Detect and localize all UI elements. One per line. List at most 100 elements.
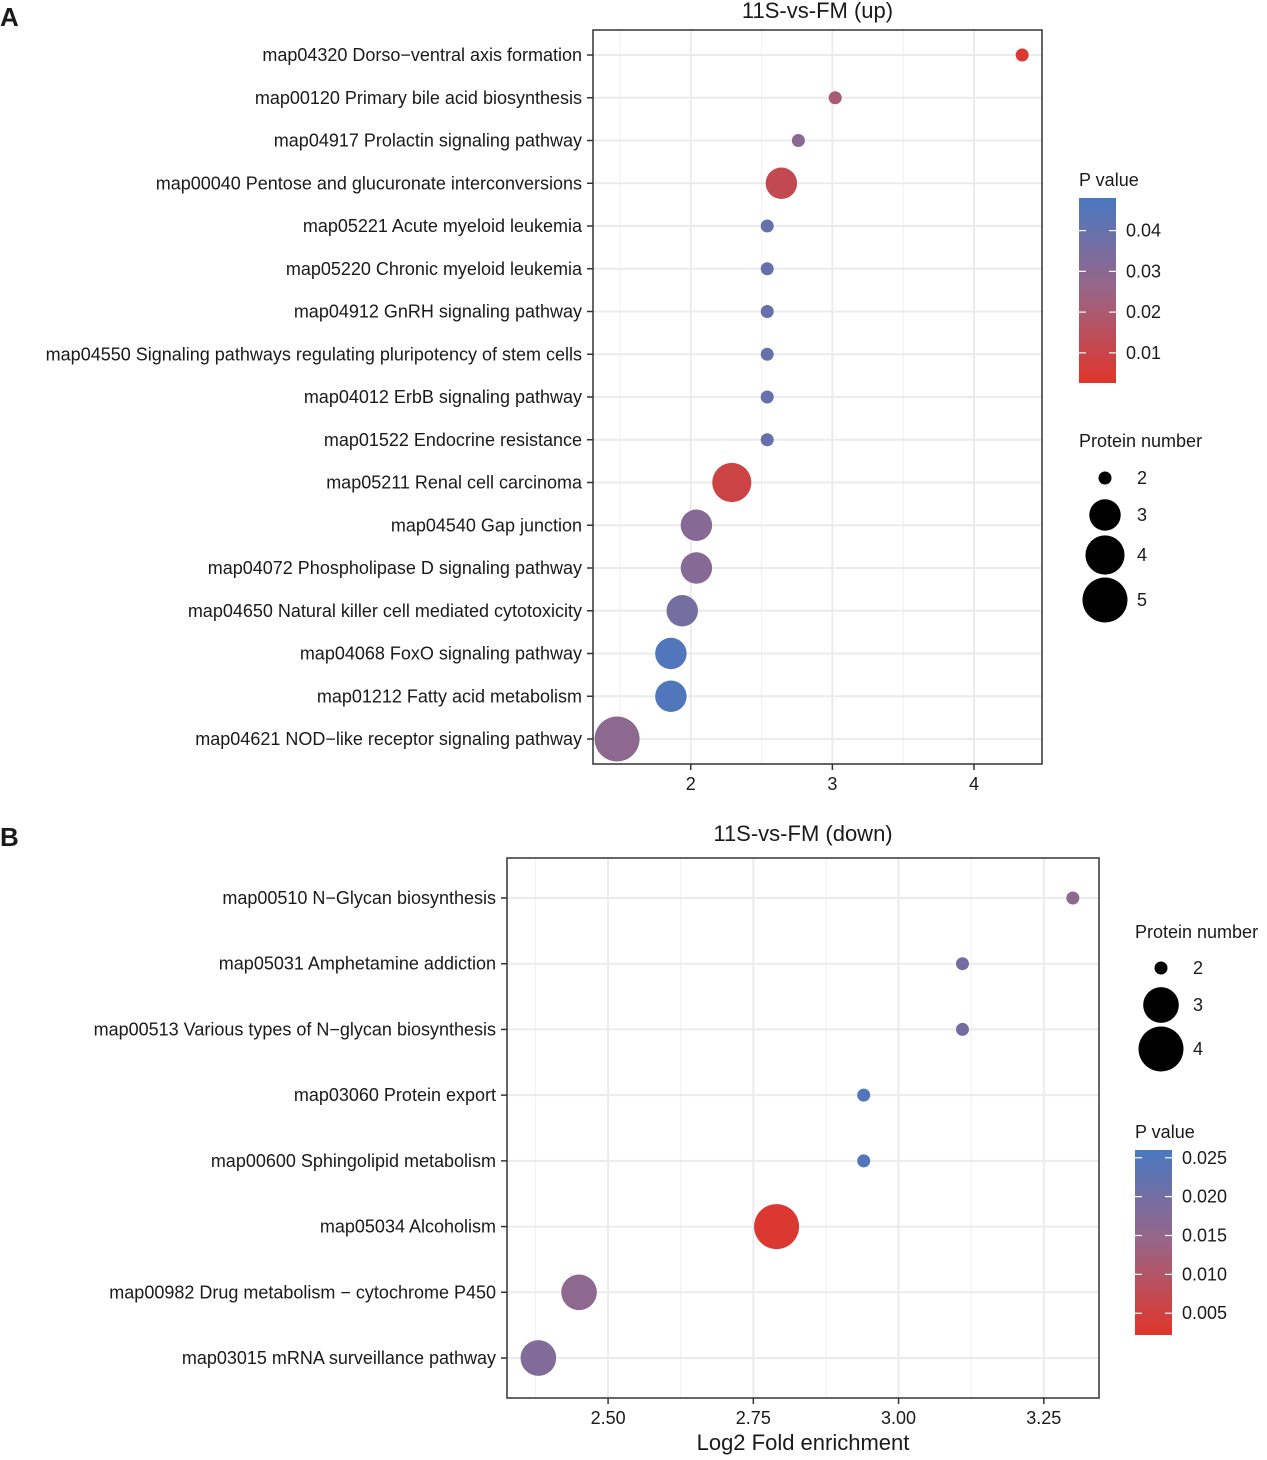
size-legend-label: 2 xyxy=(1193,958,1203,978)
chart-title: 11S-vs-FM (down) xyxy=(713,821,892,846)
colorbar-label: 0.01 xyxy=(1126,343,1161,363)
data-point xyxy=(520,1340,557,1376)
data-point xyxy=(828,91,842,105)
data-point xyxy=(760,390,774,404)
data-point xyxy=(561,1274,597,1311)
y-tick-label: map04550 Signaling pathways regulating p… xyxy=(46,344,582,364)
x-tick-label: 4 xyxy=(969,774,979,794)
y-tick-label: map01522 Endocrine resistance xyxy=(324,430,582,450)
y-tick-label: map01212 Fatty acid metabolism xyxy=(317,686,582,706)
chart-title: 11S-vs-FM (up) xyxy=(742,0,893,23)
x-tick-label: 2 xyxy=(686,774,696,794)
colorbar-label: 0.025 xyxy=(1182,1148,1227,1168)
protein-number-legend: Protein number 2 3 4 5 xyxy=(1079,431,1202,623)
y-tick-label: map05220 Chronic myeloid leukemia xyxy=(286,259,583,279)
size-legend-key xyxy=(1082,577,1128,623)
colorbar-label: 0.04 xyxy=(1126,221,1161,241)
data-point xyxy=(666,595,698,627)
y-tick-label: map00982 Drug metabolism − cytochrome P4… xyxy=(109,1282,496,1302)
size-legend-label: 4 xyxy=(1137,545,1147,565)
y-tick-label: map04917 Prolactin signaling pathway xyxy=(274,131,582,151)
plot-border xyxy=(506,857,1100,1399)
data-point xyxy=(1015,48,1029,62)
legend-title: Protein number xyxy=(1079,431,1202,451)
size-legend-key xyxy=(1098,471,1112,485)
y-tick-label: map05211 Renal cell carcinoma xyxy=(326,473,583,493)
data-point xyxy=(760,433,774,447)
y-tick-label: map04068 FoxO signaling pathway xyxy=(300,644,582,664)
data-point xyxy=(760,305,774,318)
colorbar-label: 0.03 xyxy=(1126,261,1161,281)
panel-label: B xyxy=(0,822,19,852)
size-legend-label: 3 xyxy=(1193,995,1203,1015)
x-tick-label: 3.00 xyxy=(881,1408,916,1428)
data-point xyxy=(955,957,969,971)
data-point xyxy=(760,219,774,233)
data-point xyxy=(680,509,713,541)
x-tick-label: 2.75 xyxy=(736,1408,771,1428)
data-point xyxy=(791,134,805,147)
y-tick-label: map05221 Acute myeloid leukemia xyxy=(303,216,583,236)
colorbar-label: 0.015 xyxy=(1182,1226,1227,1246)
colorbar xyxy=(1135,1150,1172,1335)
y-tick-label: map04621 NOD−like receptor signaling pat… xyxy=(195,729,582,749)
data-point xyxy=(1066,891,1080,905)
y-tick-label: map04012 ErbB signaling pathway xyxy=(304,387,582,407)
x-tick-label: 2.50 xyxy=(591,1408,626,1428)
size-legend-key xyxy=(1085,535,1125,575)
y-tick-label: map00510 N−Glycan biosynthesis xyxy=(222,888,496,908)
plot-border xyxy=(592,29,1043,765)
legend-title: Protein number xyxy=(1135,922,1258,942)
y-tick-label: map05031 Amphetamine addiction xyxy=(219,954,496,974)
panel-a: A 11S-vs-FM (up) 2 3 4 map04320 Dorso−ventral… xyxy=(0,0,1202,794)
plot-area xyxy=(507,858,1099,1398)
y-tick-label: map04650 Natural killer cell mediated cy… xyxy=(188,601,582,621)
size-legend-label: 2 xyxy=(1137,468,1147,488)
x-axis-label: Log2 Fold enrichment xyxy=(697,1430,910,1455)
y-tick-label: map03015 mRNA surveillance pathway xyxy=(182,1348,496,1368)
colorbar-label: 0.010 xyxy=(1182,1264,1227,1284)
data-point xyxy=(594,716,640,762)
y-tick-label: map00513 Various types of N−glycan biosy… xyxy=(94,1019,496,1039)
data-point xyxy=(712,462,752,503)
size-legend-label: 5 xyxy=(1137,590,1147,610)
y-tick-label: map04912 GnRH signaling pathway xyxy=(294,302,582,322)
y-tick-label: map04540 Gap junction xyxy=(391,515,582,535)
y-tick-label: map05034 Alcoholism xyxy=(320,1217,496,1237)
y-tick-label: map00120 Primary bile acid biosynthesis xyxy=(255,88,582,108)
panel-b: B 11S-vs-FM (down) 2.50 2.75 3.00 3.25 map0051… xyxy=(0,821,1258,1455)
panel-label: A xyxy=(0,2,19,32)
data-point xyxy=(655,637,687,670)
size-legend-label: 4 xyxy=(1193,1039,1203,1059)
data-point xyxy=(955,1022,969,1036)
legend-title: P value xyxy=(1079,170,1139,190)
y-tick-label: map04320 Dorso−ventral axis formation xyxy=(262,45,582,65)
size-legend-key xyxy=(1154,961,1168,975)
p-value-legend: P value 0.025 0.020 0.015 0.010 0.005 xyxy=(1135,1122,1227,1335)
y-tick-label: map03060 Protein export xyxy=(294,1085,496,1105)
data-point xyxy=(754,1204,800,1250)
colorbar xyxy=(1079,198,1116,383)
x-tick-label: 3.25 xyxy=(1026,1408,1061,1428)
data-point xyxy=(857,1154,871,1168)
data-point xyxy=(760,262,774,276)
data-point xyxy=(680,552,713,584)
data-point xyxy=(655,680,687,712)
x-tick-label: 3 xyxy=(827,774,837,794)
y-tick-label: map00600 Sphingolipid metabolism xyxy=(211,1151,496,1171)
size-legend-label: 3 xyxy=(1137,505,1147,525)
y-tick-label: map04072 Phospholipase D signaling pathw… xyxy=(208,558,582,578)
colorbar-label: 0.020 xyxy=(1182,1187,1227,1207)
y-tick-label: map00040 Pentose and glucuronate interco… xyxy=(156,173,582,193)
size-legend-key xyxy=(1143,987,1179,1023)
data-point xyxy=(760,347,774,361)
colorbar-label: 0.02 xyxy=(1126,302,1161,322)
colorbar-label: 0.005 xyxy=(1182,1303,1227,1323)
size-legend-key xyxy=(1138,1026,1184,1072)
p-value-legend: P value 0.04 0.03 0.02 0.01 xyxy=(1079,170,1161,383)
legend-title: P value xyxy=(1135,1122,1195,1142)
data-point xyxy=(765,167,798,199)
protein-number-legend: Protein number 2 3 4 xyxy=(1135,922,1258,1072)
size-legend-key xyxy=(1089,499,1121,531)
